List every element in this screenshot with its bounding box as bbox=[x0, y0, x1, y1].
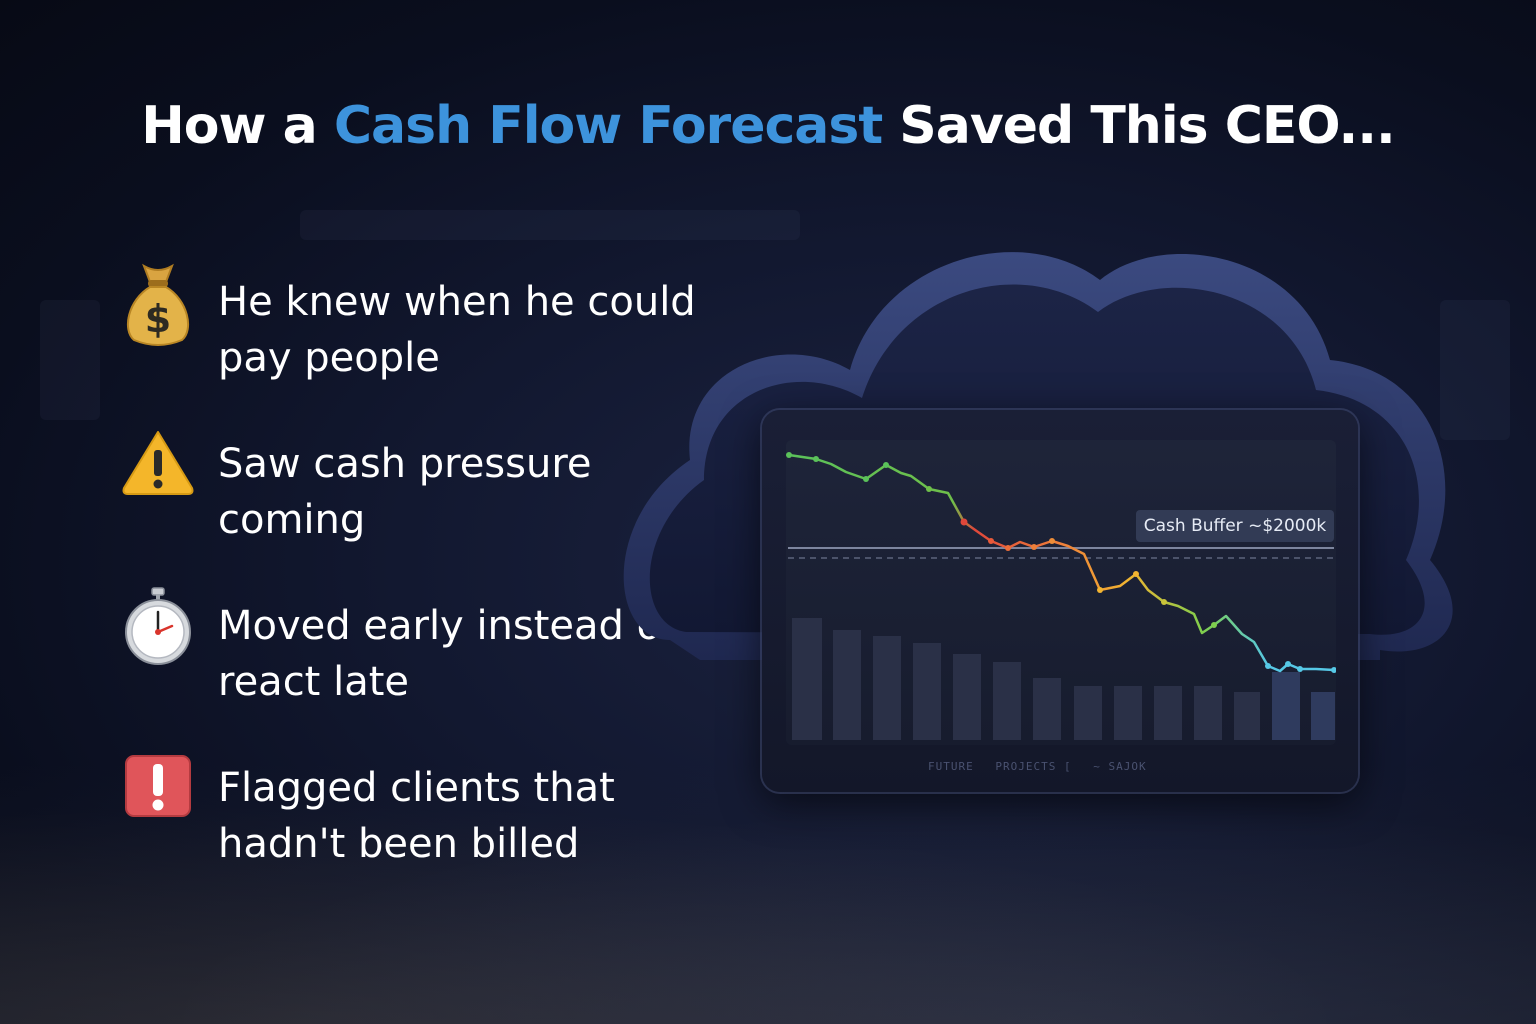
chart-bar bbox=[1194, 686, 1222, 740]
background-bokeh bbox=[40, 300, 100, 420]
chart-bar bbox=[913, 643, 941, 740]
headline-part1: How a bbox=[141, 96, 334, 156]
chart-bar bbox=[792, 618, 822, 740]
data-point bbox=[1265, 663, 1271, 669]
data-point bbox=[1133, 571, 1139, 577]
feature-text: Flagged clients that hadn't been billed bbox=[218, 765, 615, 867]
money-bag-icon: $ bbox=[126, 263, 190, 346]
footer-label: ~ SAJOK bbox=[1093, 760, 1147, 773]
data-point bbox=[1031, 544, 1037, 550]
svg-text:$: $ bbox=[145, 297, 171, 341]
stopwatch-icon bbox=[125, 587, 191, 665]
data-point bbox=[1331, 667, 1336, 673]
cash-buffer-label: Cash Buffer ~$2000k bbox=[1136, 510, 1334, 542]
headline-accent: Cash Flow Forecast bbox=[333, 96, 883, 156]
chart-bar bbox=[873, 636, 901, 740]
chart-bar bbox=[953, 654, 981, 740]
chart-bar bbox=[1272, 672, 1300, 740]
data-point bbox=[926, 486, 932, 492]
chart-bar bbox=[1154, 686, 1182, 740]
data-point bbox=[883, 462, 889, 468]
forecast-points bbox=[786, 452, 1336, 673]
background-bokeh bbox=[1440, 300, 1510, 440]
headline-part2: Saved This CEO... bbox=[882, 96, 1395, 156]
exclamation-icon bbox=[125, 755, 191, 817]
chart-bar bbox=[1311, 692, 1335, 740]
forecast-line bbox=[788, 453, 1335, 673]
data-point bbox=[813, 456, 819, 462]
data-point bbox=[1005, 545, 1011, 551]
warning-icon bbox=[122, 431, 194, 495]
footer-label: FUTURE bbox=[928, 760, 974, 773]
data-point bbox=[988, 538, 994, 544]
data-point bbox=[786, 452, 792, 458]
chart-bar bbox=[1033, 678, 1061, 740]
feature-text: Saw cash pressure coming bbox=[218, 441, 592, 543]
data-point bbox=[1097, 587, 1103, 593]
chart-bar bbox=[833, 630, 861, 740]
chart-bar bbox=[993, 662, 1021, 740]
chart-bar bbox=[1114, 686, 1142, 740]
data-point bbox=[863, 476, 869, 482]
chart-bar bbox=[1234, 692, 1260, 740]
chart-footer: FUTURE PROJECTS [ ~ SAJOK bbox=[928, 760, 1228, 773]
forecast-chart bbox=[786, 452, 1336, 740]
feature-text: He knew when he could pay people bbox=[218, 279, 696, 381]
feature-text: Moved early instead of react late bbox=[218, 603, 676, 705]
data-point bbox=[1161, 599, 1167, 605]
data-point bbox=[960, 518, 968, 526]
data-point bbox=[1285, 661, 1291, 667]
headline: How a Cash Flow Forecast Saved This CEO.… bbox=[0, 96, 1536, 156]
city-background bbox=[0, 764, 1536, 1024]
background-bokeh bbox=[300, 210, 800, 240]
data-point bbox=[1297, 666, 1303, 672]
data-point bbox=[1049, 538, 1055, 544]
data-point bbox=[1211, 622, 1217, 628]
footer-label: PROJECTS [ bbox=[995, 760, 1072, 773]
chart-bar bbox=[1074, 686, 1102, 740]
chart-bars bbox=[792, 618, 1335, 740]
